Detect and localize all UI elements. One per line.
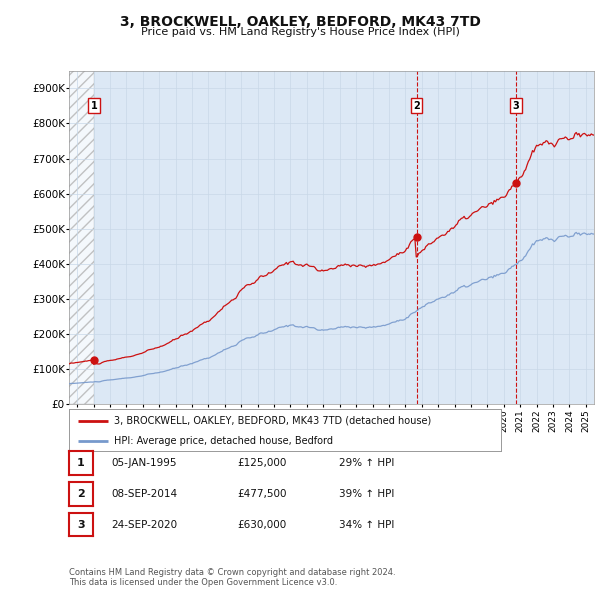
Text: 3: 3: [512, 101, 519, 111]
Text: 3: 3: [77, 520, 85, 529]
Text: 34% ↑ HPI: 34% ↑ HPI: [339, 520, 394, 529]
Text: 2: 2: [413, 101, 420, 111]
Text: 29% ↑ HPI: 29% ↑ HPI: [339, 458, 394, 468]
Text: 39% ↑ HPI: 39% ↑ HPI: [339, 489, 394, 499]
Text: HPI: Average price, detached house, Bedford: HPI: Average price, detached house, Bedf…: [115, 436, 334, 445]
Text: 3, BROCKWELL, OAKLEY, BEDFORD, MK43 7TD (detached house): 3, BROCKWELL, OAKLEY, BEDFORD, MK43 7TD …: [115, 416, 431, 426]
Text: 2: 2: [77, 489, 85, 499]
Text: 24-SEP-2020: 24-SEP-2020: [111, 520, 177, 529]
Text: 08-SEP-2014: 08-SEP-2014: [111, 489, 177, 499]
Bar: [69, 71, 94, 404]
Text: £125,000: £125,000: [237, 458, 286, 468]
Text: 3, BROCKWELL, OAKLEY, BEDFORD, MK43 7TD: 3, BROCKWELL, OAKLEY, BEDFORD, MK43 7TD: [119, 15, 481, 30]
Text: Contains HM Land Registry data © Crown copyright and database right 2024.
This d: Contains HM Land Registry data © Crown c…: [69, 568, 395, 587]
Text: 1: 1: [91, 101, 98, 111]
Text: 05-JAN-1995: 05-JAN-1995: [111, 458, 176, 468]
Text: £477,500: £477,500: [237, 489, 287, 499]
Text: 1: 1: [77, 458, 85, 468]
Text: £630,000: £630,000: [237, 520, 286, 529]
Text: Price paid vs. HM Land Registry's House Price Index (HPI): Price paid vs. HM Land Registry's House …: [140, 28, 460, 37]
